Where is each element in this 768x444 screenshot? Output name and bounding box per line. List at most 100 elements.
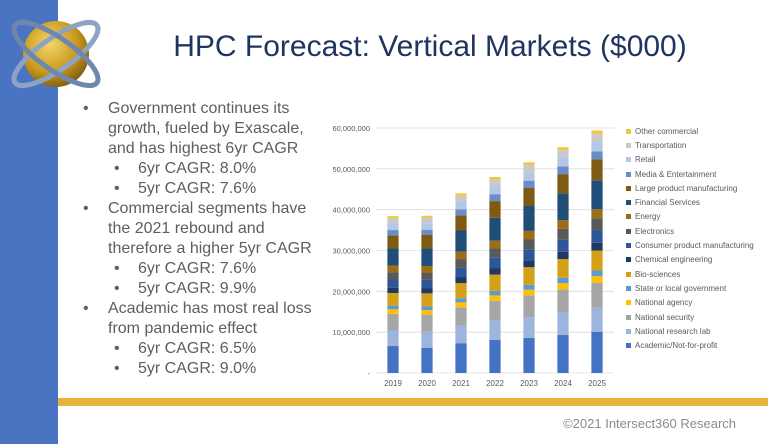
bar-segment xyxy=(489,339,501,373)
bar-segment xyxy=(557,289,569,313)
bar-segment xyxy=(455,259,467,268)
bar-segment xyxy=(523,337,535,373)
bar-segment xyxy=(455,298,467,303)
legend-item: National agency xyxy=(626,296,754,310)
legend-item: Chemical engineering xyxy=(626,253,754,267)
bar-segment xyxy=(557,239,569,252)
legend-label: State or local government xyxy=(635,283,727,293)
bar-segment xyxy=(591,133,603,142)
y-tick-label: 60,000,000 xyxy=(332,124,370,133)
bar-segment xyxy=(421,314,433,332)
company-logo xyxy=(11,19,101,89)
bar-segment xyxy=(387,309,399,314)
stacked-bar-chart: - 10,000,000 20,000,000 30,000,000 40,000,00… xyxy=(332,124,614,388)
bar-segment xyxy=(523,172,535,181)
y-tick-label: 30,000,000 xyxy=(332,247,370,256)
bar-segment xyxy=(455,195,467,202)
legend-label: Consumer product manufacturing xyxy=(635,241,754,251)
bar-segment xyxy=(421,347,433,373)
bar-segment xyxy=(455,215,467,231)
legend-item: National security xyxy=(626,310,754,324)
legend-item: Consumer product manufacturing xyxy=(626,238,754,252)
bar-segment xyxy=(557,220,569,229)
y-tick-label: 40,000,000 xyxy=(332,206,370,215)
bar-segment xyxy=(591,307,603,332)
bar-segment xyxy=(489,300,501,321)
slide-title: HPC Forecast: Vertical Markets ($000) xyxy=(173,30,687,63)
sub-bullet-item: 6yr CAGR: 6.5% xyxy=(80,339,320,359)
legend-swatch xyxy=(626,243,631,249)
bar-segment xyxy=(523,188,535,206)
legend-label: Energy xyxy=(635,212,661,222)
legend-swatch xyxy=(626,171,631,177)
legend-item: Energy xyxy=(626,210,754,224)
bar-segment xyxy=(523,162,535,166)
legend-swatch xyxy=(626,285,631,291)
bar-segment xyxy=(387,265,399,273)
bar-segment xyxy=(455,201,467,210)
bar-segment xyxy=(557,259,569,278)
legend-swatch xyxy=(626,228,631,234)
legend-swatch xyxy=(626,157,631,163)
legend-label: Large product manufacturing xyxy=(635,183,738,193)
bar-segment xyxy=(421,306,433,311)
bar-segment xyxy=(421,215,433,218)
bar-segment xyxy=(591,270,603,277)
sub-bullet-item: 5yr CAGR: 9.9% xyxy=(80,279,320,299)
bar-segment xyxy=(455,230,467,252)
legend-label: Bio-sciences xyxy=(635,269,681,279)
bar-segment xyxy=(455,302,467,308)
legend-label: National agency xyxy=(635,298,693,308)
legend-item: Media & Entertainment xyxy=(626,167,754,181)
bar-segment xyxy=(387,330,399,347)
bar-segment xyxy=(557,228,569,240)
legend-swatch xyxy=(626,314,631,320)
bar-segment xyxy=(421,288,433,294)
x-tick-label: 2024 xyxy=(554,379,572,388)
bullet-item: Commercial segments have the 2021 reboun… xyxy=(80,199,320,259)
bar-segment xyxy=(421,223,433,230)
sub-bullet-item: 6yr CAGR: 7.6% xyxy=(80,259,320,279)
legend-label: Electronics xyxy=(635,226,675,236)
bar-segment xyxy=(557,150,569,158)
bar-segment xyxy=(591,141,603,152)
bar-segment xyxy=(421,234,433,249)
bar-segment xyxy=(489,295,501,301)
legend-swatch xyxy=(626,142,631,148)
legend-swatch xyxy=(626,328,631,334)
x-tick-label: 2022 xyxy=(486,379,504,388)
bar-segment xyxy=(387,230,399,236)
bar-segment xyxy=(387,216,399,219)
bar-segment xyxy=(387,272,399,280)
legend-swatch xyxy=(626,185,631,191)
bar-segment xyxy=(421,217,433,224)
y-tick-label: - xyxy=(368,369,371,378)
legend-label: Retail xyxy=(635,155,656,165)
legend-swatch xyxy=(626,214,631,220)
bar-segment xyxy=(489,274,501,291)
legend-label: National security xyxy=(635,312,695,322)
legend-label: Transportation xyxy=(635,140,687,150)
legend-label: Chemical engineering xyxy=(635,255,713,265)
bar-segment xyxy=(557,166,569,175)
bar-segment xyxy=(557,174,569,194)
bar-segment xyxy=(591,230,603,243)
bar-segment xyxy=(387,218,399,224)
bar-segment xyxy=(387,248,399,266)
bar-segment xyxy=(455,343,467,373)
bar-segment xyxy=(387,235,399,249)
bar-segment xyxy=(591,159,603,181)
sub-bullet-item: 6yr CAGR: 8.0% xyxy=(80,159,320,179)
bar-segment xyxy=(557,157,569,167)
bar-segment xyxy=(591,250,603,271)
bar-segment xyxy=(421,310,433,315)
bar-segment xyxy=(489,320,501,340)
legend-item: Retail xyxy=(626,153,754,167)
bar-segment xyxy=(557,251,569,260)
bar-segment xyxy=(523,165,535,173)
chart-legend: Other commercial Transportation Retail Medi… xyxy=(626,124,754,353)
legend-item: Large product manufacturing xyxy=(626,181,754,195)
bar-segment xyxy=(489,201,501,218)
bar-segment xyxy=(489,290,501,296)
legend-label: National research lab xyxy=(635,326,711,336)
